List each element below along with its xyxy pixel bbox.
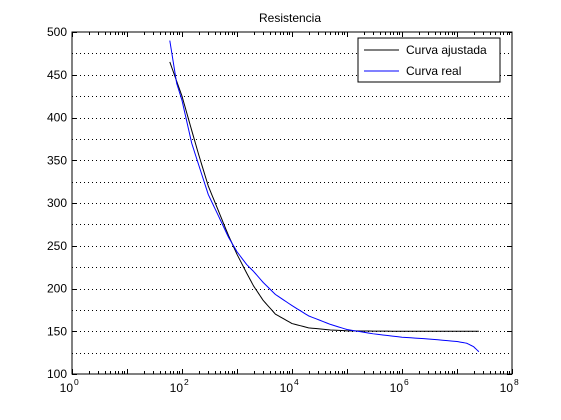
x-tick-label-6: 10 6 [390,377,409,395]
x-tick-labels: 10 0 10 2 10 4 10 6 10 8 [60,377,519,395]
series-lines [169,40,480,353]
y-tick-label-300: 300 [47,196,67,210]
legend: Curva ajustada Curva real [357,37,501,83]
axis-ticks [72,32,513,375]
x-tick-label-base: 10 [390,381,404,395]
y-tick-label-450: 450 [47,68,67,82]
y-tick-label-100: 100 [47,367,67,381]
y-tick-label-400: 400 [47,111,67,125]
legend-label-curva-real: Curva real [406,64,461,78]
x-tick-label-exponent: 0 [74,377,79,387]
series-line-curva-ajustada [169,61,479,332]
y-tick-label-500: 500 [47,25,67,39]
x-tick-label-base: 10 [280,381,294,395]
x-tick-label-exponent: 8 [514,377,519,387]
x-tick-label-base: 10 [500,381,514,395]
x-tick-label-0: 10 0 [60,377,79,395]
legend-label-curva-ajustada: Curva ajustada [406,43,487,57]
y-tick-label-350: 350 [47,153,67,167]
x-tick-label-exponent: 2 [184,377,189,387]
gridlines [72,53,512,354]
y-tick-label-250: 250 [47,239,67,253]
legend-box [357,37,501,83]
x-tick-label-2: 10 2 [170,377,189,395]
y-tick-label-200: 200 [47,282,67,296]
series-line-curva-real [169,40,480,353]
x-tick-label-base: 10 [170,381,184,395]
chart-title: Resistencia [259,11,321,25]
x-tick-label-exponent: 4 [294,377,299,387]
x-tick-label-exponent: 6 [404,377,409,387]
x-tick-label-8: 10 8 [500,377,519,395]
x-tick-label-4: 10 4 [280,377,299,395]
y-tick-labels: 100 150 200 250 300 350 400 450 500 [47,25,67,381]
y-tick-label-150: 150 [47,324,67,338]
x-tick-label-base: 10 [60,381,74,395]
